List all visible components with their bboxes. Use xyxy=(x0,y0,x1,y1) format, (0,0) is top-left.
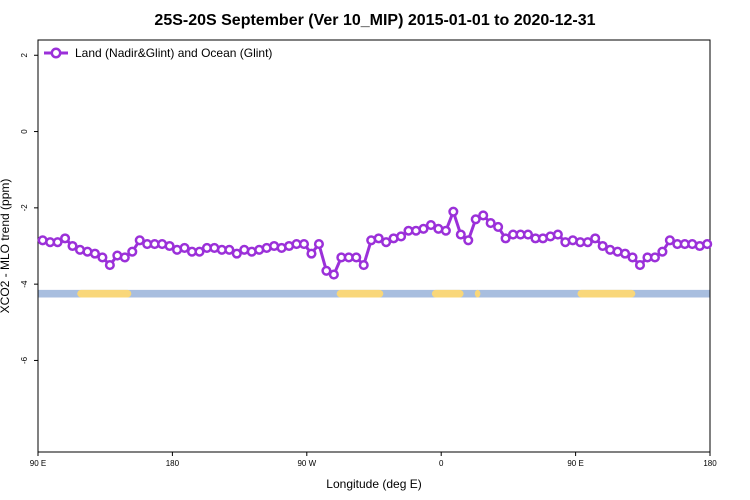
data-point xyxy=(321,265,332,276)
chart-title: 25S-20S September (Ver 10_MIP) 2015-01-0… xyxy=(154,12,595,29)
x-tick-label: 90 W xyxy=(297,459,316,468)
land-segment xyxy=(77,289,132,298)
data-point xyxy=(396,231,407,242)
data-point xyxy=(67,240,78,252)
data-point xyxy=(194,246,205,257)
data-point xyxy=(418,223,429,234)
data-point xyxy=(52,237,63,248)
x-tick-label: 180 xyxy=(703,459,717,468)
y-tick-label: 2 xyxy=(20,52,29,57)
data-point xyxy=(306,248,317,259)
data-point xyxy=(179,242,190,253)
data-point xyxy=(522,229,534,240)
data-point xyxy=(298,239,310,250)
data-point xyxy=(463,235,474,246)
y-axis: 2 0 -2 -4 -6 xyxy=(20,52,38,364)
land-segment xyxy=(431,289,464,298)
land-segment xyxy=(474,289,481,298)
y-tick-label: 0 xyxy=(20,129,29,134)
data-point xyxy=(455,229,466,240)
x-tick-label: 90 E xyxy=(567,459,583,468)
legend-marker-swatch xyxy=(50,47,62,59)
data-point xyxy=(351,252,362,263)
data-point xyxy=(119,252,130,263)
data-point xyxy=(627,252,638,263)
data-point xyxy=(620,248,631,259)
data-point xyxy=(127,246,138,257)
legend: Land (Nadir&Glint) and Ocean (Glint) xyxy=(44,46,272,60)
data-point xyxy=(328,269,339,280)
x-tick-label: 90 E xyxy=(30,459,46,468)
data-point xyxy=(597,240,608,252)
data-point xyxy=(440,225,451,236)
data-point xyxy=(590,233,601,244)
data-point xyxy=(224,244,235,255)
data-point xyxy=(381,237,392,248)
y-tick-label: -4 xyxy=(20,280,29,288)
x-tick-label: 180 xyxy=(166,459,180,468)
data-point xyxy=(373,233,384,244)
data-point xyxy=(702,239,713,250)
data-point xyxy=(582,237,593,248)
y-tick-label: -2 xyxy=(20,204,29,212)
data-point xyxy=(425,219,436,231)
data-point xyxy=(358,260,369,271)
data-point xyxy=(500,233,511,244)
legend-entry-label: Land (Nadir&Glint) and Ocean (Glint) xyxy=(75,46,272,60)
data-point xyxy=(104,260,115,271)
surface-strip xyxy=(38,289,710,298)
data-point xyxy=(470,214,481,225)
data-point xyxy=(97,252,108,263)
data-point xyxy=(164,240,175,252)
data-point xyxy=(493,221,504,232)
data-point xyxy=(485,218,496,229)
x-tick-label: 0 xyxy=(439,459,444,468)
series-layer xyxy=(37,206,713,280)
y-axis-label: XCO2 - MLO trend (ppm) xyxy=(0,179,12,314)
data-point xyxy=(634,260,646,271)
data-point xyxy=(649,252,660,263)
x-axis: 90 E 180 90 W 0 90 E 180 xyxy=(30,452,717,468)
data-point xyxy=(89,248,100,259)
data-point xyxy=(60,233,71,244)
data-point xyxy=(657,246,668,257)
y-tick-label: -6 xyxy=(20,356,29,364)
data-point xyxy=(664,235,675,246)
land-segment xyxy=(577,289,636,298)
data-point xyxy=(552,229,563,240)
data-point xyxy=(478,210,489,221)
data-point xyxy=(231,248,242,259)
data-point xyxy=(313,239,324,250)
land-segment xyxy=(336,289,384,298)
x-axis-label: Longitude (deg E) xyxy=(326,477,421,491)
data-point xyxy=(134,235,145,246)
data-point xyxy=(448,206,459,217)
